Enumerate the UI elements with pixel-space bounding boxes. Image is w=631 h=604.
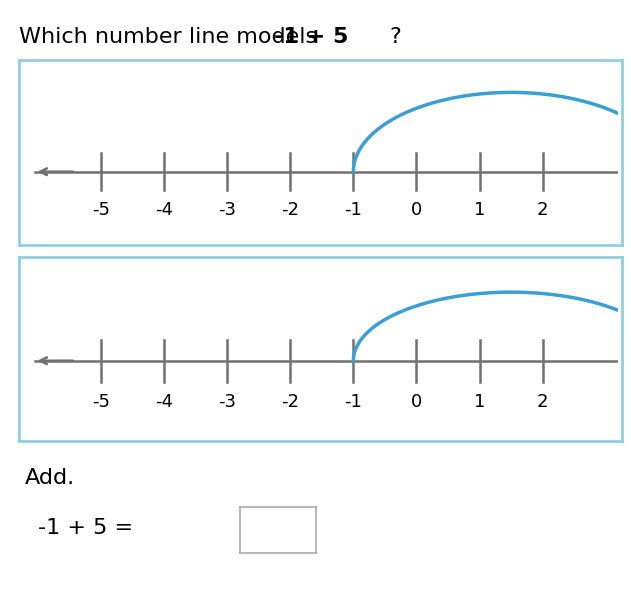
Text: -1: -1 bbox=[345, 393, 362, 411]
Text: -1: -1 bbox=[345, 201, 362, 219]
Text: -5: -5 bbox=[92, 201, 110, 219]
Text: Add.: Add. bbox=[25, 468, 75, 488]
Text: -3: -3 bbox=[218, 201, 236, 219]
Text: 2: 2 bbox=[537, 393, 548, 411]
Text: Which number line models: Which number line models bbox=[19, 27, 324, 47]
Text: 0: 0 bbox=[411, 201, 422, 219]
Text: -4: -4 bbox=[155, 201, 173, 219]
Text: -4: -4 bbox=[155, 393, 173, 411]
Text: 0: 0 bbox=[411, 393, 422, 411]
Text: ?: ? bbox=[389, 27, 401, 47]
Text: -1 + 5 =: -1 + 5 = bbox=[38, 518, 140, 539]
Text: -2: -2 bbox=[281, 201, 299, 219]
Text: 1: 1 bbox=[474, 201, 485, 219]
Text: -5: -5 bbox=[92, 393, 110, 411]
Text: -3: -3 bbox=[218, 393, 236, 411]
Text: -1 + 5: -1 + 5 bbox=[274, 27, 349, 47]
Text: 2: 2 bbox=[537, 201, 548, 219]
Text: -2: -2 bbox=[281, 393, 299, 411]
Text: 1: 1 bbox=[474, 393, 485, 411]
